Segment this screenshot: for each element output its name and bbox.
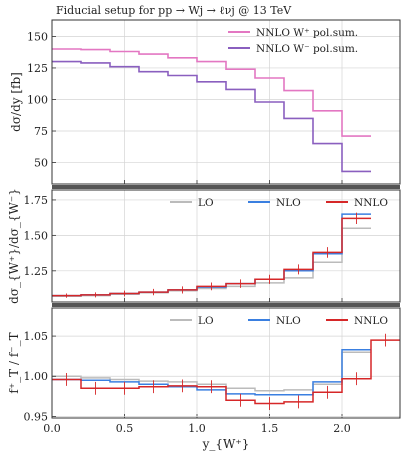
series-bottom [52,333,400,410]
xtick-label-3: 1.5 [261,422,279,435]
ylabel-top: dσ/dy [fb] [9,72,23,132]
xtick-label-4: 2.0 [333,422,351,435]
series-line-top-1 [52,60,371,173]
x-axis-label: y_{W⁺} [202,437,250,451]
ytick-label-middle-2: 1.75 [24,194,49,207]
series-line-bottom-1 [52,349,371,396]
chart-title: Fiducial setup for pp → Wj → ℓνj @ 13 Te… [56,4,292,17]
ytick-label-middle-1: 1.50 [24,229,49,242]
legend-middle: LO NLO NNLO [170,197,388,209]
xtick-label-1: 0.5 [116,422,134,435]
ytick-label-top-0: 50 [34,157,48,170]
legend-label-middle-1: NLO [276,197,301,209]
grid-bottom [52,308,400,418]
xtick-label-0: 0.0 [43,422,61,435]
ytick-label-top-2: 100 [27,93,48,106]
panel-middle: LO NLO NNLO 1.25 1.50 1.75 dσ_{W⁺}/dσ_{W⁻} [7,188,401,304]
series-top [52,48,371,173]
legend-label-middle-2: NNLO [354,197,388,209]
separator-1 [52,185,400,189]
legend-top: NNLO W⁺ pol.sum. NNLO W⁻ pol.sum. [228,27,358,55]
yticks-bottom: 0.95 1.00 1.05 [24,330,56,423]
series-middle [52,212,371,298]
frame-top [51,19,401,185]
series-line-bottom-2 [52,339,400,405]
x-axis-ticks: 0.0 0.5 1.0 1.5 2.0 [43,422,351,435]
ytick-label-top-3: 125 [27,62,48,75]
panel-top: Fiducial setup for pp → Wj → ℓνj @ 13 Te… [9,4,401,185]
ytick-label-bottom-1: 1.00 [24,370,49,383]
legend-label-bottom-2: NNLO [354,315,388,327]
ytick-label-bottom-2: 1.05 [24,330,49,343]
ylabel-middle: dσ_{W⁺}/dσ_{W⁻} [7,188,21,304]
ytick-label-bottom-0: 0.95 [24,410,49,423]
xtick-label-2: 1.0 [188,422,206,435]
yticks-top: 50 75 100 125 150 [27,30,56,170]
legend-label-top-1: NNLO W⁻ pol.sum. [256,43,358,55]
legend-bottom: LO NLO NNLO [170,315,388,327]
frame-bottom [51,307,401,419]
legend-label-bottom-1: NLO [276,315,301,327]
panel-bottom: LO NLO NNLO 0.95 1.00 1.05 f⁺_T / f⁻_T [7,307,401,423]
separator-2 [52,303,400,307]
ytick-label-top-4: 150 [27,30,48,43]
ytick-label-middle-0: 1.25 [24,265,49,278]
legend-label-bottom-0: LO [198,315,214,327]
yticks-middle: 1.25 1.50 1.75 [24,194,56,278]
series-line-top-0 [52,48,371,137]
ytick-label-top-1: 75 [34,125,48,138]
ylabel-bottom: f⁺_T / f⁻_T [7,332,21,393]
legend-label-top-0: NNLO W⁺ pol.sum. [256,27,358,39]
legend-label-middle-0: LO [198,197,214,209]
frame-middle [51,189,401,303]
